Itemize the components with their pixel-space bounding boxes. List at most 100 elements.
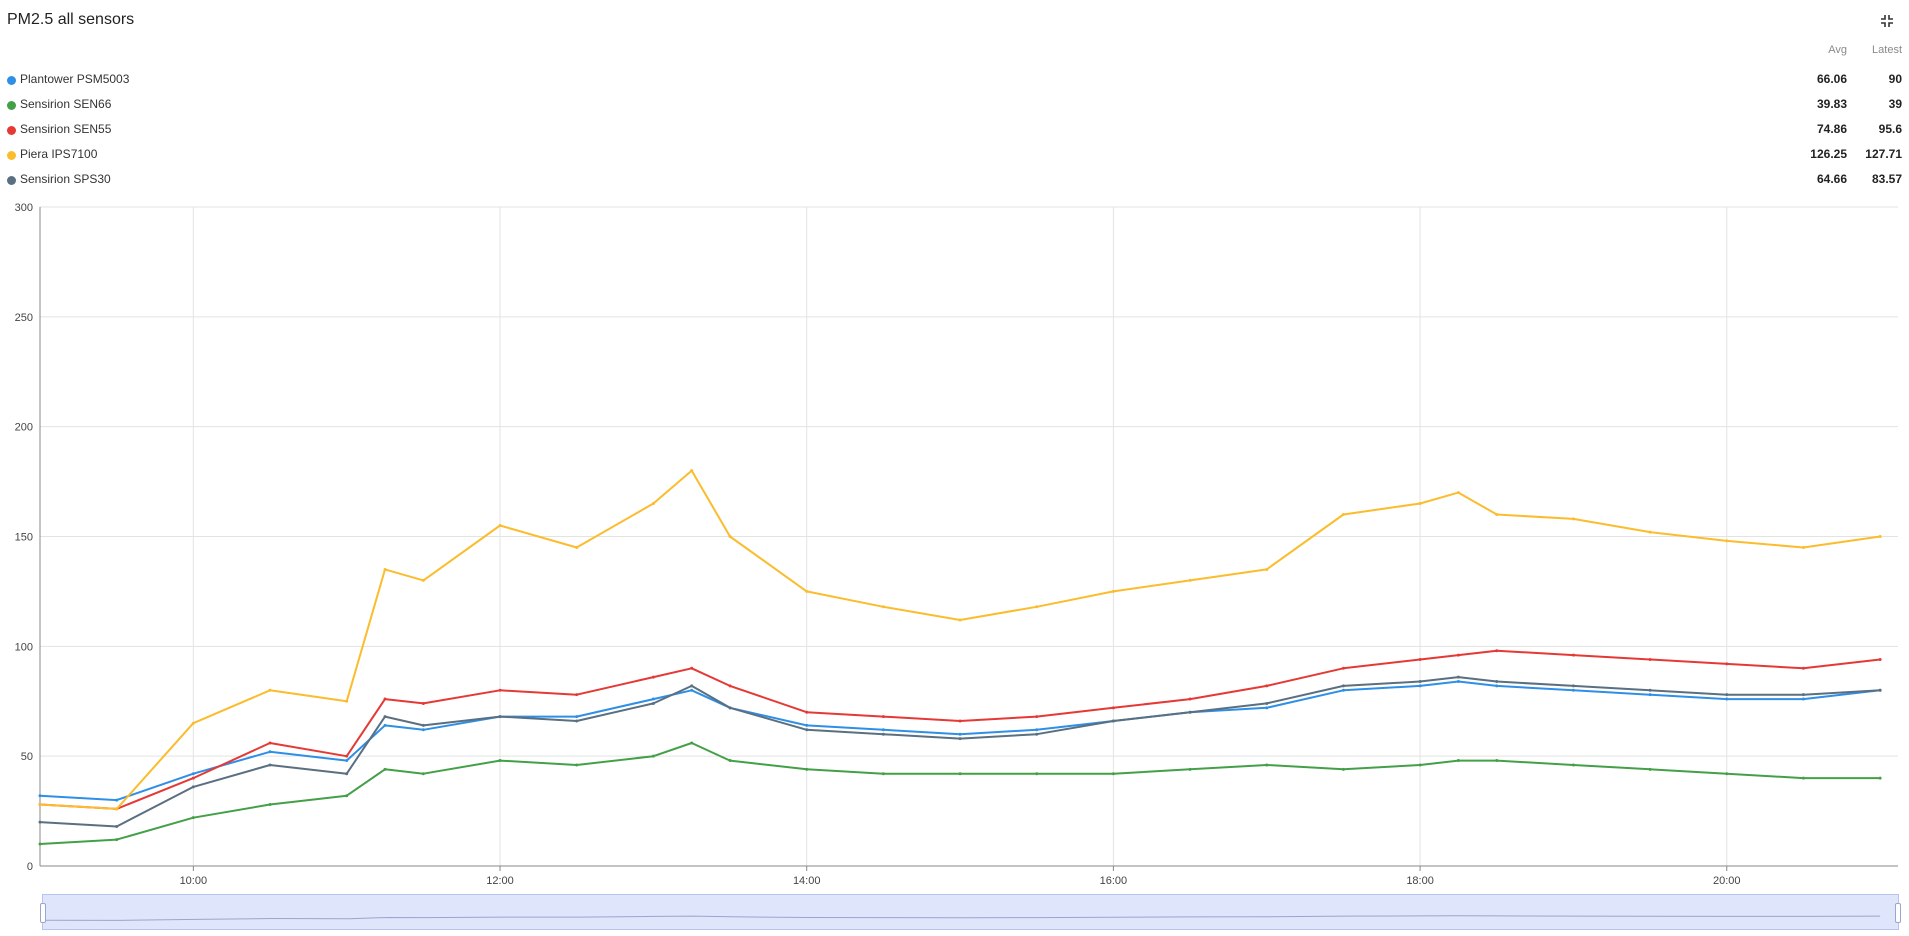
data-point [268, 688, 272, 692]
x-tick-label: 10:00 [180, 875, 208, 887]
data-point [575, 545, 579, 549]
data-point [575, 763, 579, 767]
legend-item-avg: 66.06 [1816, 72, 1847, 86]
legend-item-sensirion-sen55[interactable]: Sensirion SEN55 74.86 95.6 [0, 120, 1909, 140]
series-line-piera-ips7100 [39, 469, 1881, 810]
data-point [690, 666, 694, 670]
legend-item-sensirion-sen66[interactable]: Sensirion SEN66 39.83 39 [0, 95, 1909, 115]
legend-item-plantower-psm5003[interactable]: Plantower PSM5003 66.06 90 [0, 70, 1909, 90]
data-point [805, 710, 809, 714]
data-point [1418, 658, 1422, 662]
legend-item-piera-ips7100[interactable]: Piera IPS7100 126.25 127.71 [0, 145, 1909, 165]
data-point [115, 838, 119, 842]
data-point [575, 715, 579, 719]
legend-item-latest: 95.6 [1878, 122, 1902, 136]
data-point [728, 684, 732, 688]
y-tick-label: 100 [15, 641, 33, 653]
data-point [1571, 763, 1575, 767]
navigator-left-handle[interactable] [40, 903, 46, 923]
data-point [115, 824, 119, 828]
data-point [958, 618, 962, 622]
data-point [1878, 658, 1882, 662]
data-point [1801, 545, 1805, 549]
data-point [1035, 605, 1039, 609]
data-point [805, 728, 809, 732]
data-point [651, 502, 655, 506]
data-point [1648, 530, 1652, 534]
data-point [690, 469, 694, 473]
data-point [881, 605, 885, 609]
y-tick-label: 50 [21, 751, 33, 763]
legend-item-name: Piera IPS7100 [20, 147, 98, 161]
x-tick-label: 12:00 [486, 875, 514, 887]
data-point [421, 723, 425, 727]
data-point [1111, 589, 1115, 593]
data-point [1878, 776, 1882, 780]
data-point [383, 767, 387, 771]
data-point [1725, 772, 1729, 776]
data-point [498, 715, 502, 719]
data-point [1725, 662, 1729, 666]
data-point [345, 759, 349, 763]
data-point [881, 728, 885, 732]
data-point [1495, 649, 1499, 653]
y-tick-label: 0 [27, 861, 33, 873]
legend-item-name: Sensirion SEN55 [20, 122, 112, 136]
data-point [421, 772, 425, 776]
data-point [498, 688, 502, 692]
data-point [421, 728, 425, 732]
y-tick-label: 150 [15, 532, 33, 544]
fullscreen-exit-icon[interactable] [1880, 14, 1894, 28]
series-dot-icon [7, 101, 16, 110]
data-point [1188, 710, 1192, 714]
data-point [498, 524, 502, 528]
data-point [1571, 653, 1575, 657]
data-point [1188, 767, 1192, 771]
data-point [1035, 728, 1039, 732]
data-point [268, 763, 272, 767]
data-point [1341, 684, 1345, 688]
data-point [191, 721, 195, 725]
line-chart[interactable]: 0 50 100 150 200 250 300 10:00 12:00 14:00 16:00 18… [0, 200, 1909, 890]
series-line-sensirion-sen55 [39, 649, 1881, 810]
data-point [345, 772, 349, 776]
data-point [881, 715, 885, 719]
legend-item-name: Plantower PSM5003 [20, 72, 130, 86]
x-tick-label: 16:00 [1100, 875, 1128, 887]
data-point [1035, 732, 1039, 736]
data-point [1725, 693, 1729, 697]
data-point [1456, 679, 1460, 683]
legend-item-name: Sensirion SEN66 [20, 97, 112, 111]
data-point [1265, 567, 1269, 571]
data-point [1571, 688, 1575, 692]
legend-item-latest: 83.57 [1871, 172, 1902, 186]
data-point [1188, 578, 1192, 582]
data-point [115, 807, 119, 811]
legend-item-name: Sensirion SPS30 [20, 172, 111, 186]
data-point [345, 794, 349, 798]
data-point [268, 741, 272, 745]
data-point [1456, 675, 1460, 679]
data-point [345, 754, 349, 758]
series-line-sensirion-sen66 [39, 742, 1881, 845]
legend-item-avg: 39.83 [1816, 97, 1847, 111]
data-point [1495, 684, 1499, 688]
data-point [191, 785, 195, 789]
time-range-navigator[interactable] [40, 894, 1901, 930]
data-point [1418, 763, 1422, 767]
data-point [421, 701, 425, 705]
data-point [1265, 763, 1269, 767]
data-point [958, 719, 962, 723]
navigator-right-handle[interactable] [1895, 903, 1901, 923]
data-point [383, 715, 387, 719]
data-point [1801, 693, 1805, 697]
data-point [1456, 759, 1460, 763]
data-point [421, 578, 425, 582]
data-point [1725, 697, 1729, 701]
legend-item-sensirion-sps30[interactable]: Sensirion SPS30 64.66 83.57 [0, 170, 1909, 190]
data-point [1341, 688, 1345, 692]
data-point [690, 684, 694, 688]
data-point [575, 719, 579, 723]
data-point [1341, 767, 1345, 771]
legend-item-avg: 64.66 [1816, 172, 1847, 186]
